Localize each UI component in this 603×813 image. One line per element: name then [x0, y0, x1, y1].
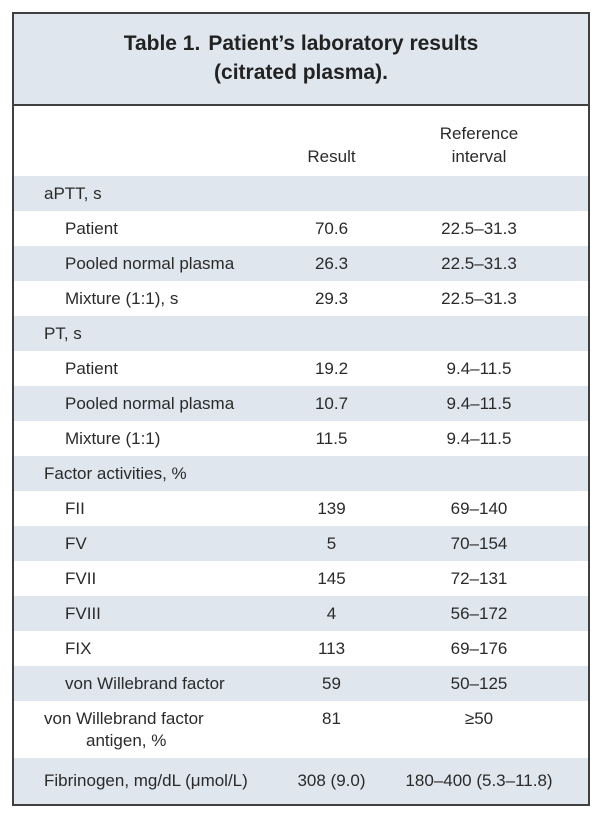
row-reference: 9.4–11.5: [446, 359, 512, 378]
row-reference: 50–125: [450, 674, 508, 693]
table-row: Pooled normal plasma 10.7 9.4–11.5: [14, 386, 588, 421]
row-label-line2: antigen, %: [86, 731, 167, 750]
row-reference: ≥50: [464, 709, 494, 728]
row-label: FII: [65, 499, 85, 518]
table-title-line1: Patient’s laboratory results: [208, 32, 479, 55]
row-label: von Willebrand factor: [65, 674, 225, 693]
row-result: 4: [326, 604, 337, 623]
table-row: FII 139 69–140: [14, 491, 588, 526]
table-frame: Table 1. Patient’s laboratory results (ci…: [12, 12, 590, 806]
table-row: FVII 145 72–131: [14, 561, 588, 596]
row-result: 26.3: [314, 254, 349, 273]
row-label: Factor activities, %: [44, 464, 187, 483]
table-row: FVIII 4 56–172: [14, 596, 588, 631]
table-row: Mixture (1:1), s 29.3 22.5–31.3: [14, 281, 588, 316]
table-row: FV 5 70–154: [14, 526, 588, 561]
row-label: PT, s: [44, 324, 82, 343]
table-row: FIX 113 69–176: [14, 631, 588, 666]
row-result: 145: [317, 569, 346, 588]
column-header-reference-line1: Reference: [439, 124, 519, 143]
row-result: 113: [317, 639, 346, 658]
row-reference: 9.4–11.5: [446, 394, 512, 413]
row-label: aPTT, s: [44, 184, 102, 203]
row-label: Pooled normal plasma: [65, 394, 235, 413]
row-reference: 22.5–31.3: [441, 289, 517, 308]
row-reference: 22.5–31.3: [441, 219, 517, 238]
table-row: von Willebrand factor antigen, % 81 ≥50: [14, 701, 588, 758]
row-label: Mixture (1:1), s: [65, 289, 179, 308]
table-title-line2: (citrated plasma).: [214, 61, 388, 84]
row-reference: 180–400 (5.3–11.8): [405, 771, 553, 790]
row-result: 70.6: [314, 219, 349, 238]
table-row: Mixture (1:1) 11.5 9.4–11.5: [14, 421, 588, 456]
table-row: Fibrinogen, mg/dL (μmol/L) 308 (9.0) 180…: [14, 758, 588, 804]
row-result: 139: [317, 499, 346, 518]
table-row-section-pt: PT, s: [14, 316, 588, 351]
table-number: Table 1.: [123, 32, 201, 55]
column-header-result: Result: [307, 147, 356, 166]
row-reference: 69–140: [450, 499, 508, 518]
row-result: 10.7: [314, 394, 349, 413]
row-reference: 22.5–31.3: [441, 254, 517, 273]
row-result: 59: [322, 674, 341, 693]
row-result: 11.5: [315, 429, 348, 448]
row-reference: 70–154: [450, 534, 508, 553]
table-row: von Willebrand factor 59 50–125: [14, 666, 588, 701]
table-row-section-aptt: aPTT, s: [14, 176, 588, 211]
row-label-line1: von Willebrand factor: [44, 709, 204, 728]
row-label: FV: [65, 534, 87, 553]
row-result: 29.3: [314, 289, 349, 308]
column-header-reference-line2: interval: [451, 147, 507, 166]
table-row: Patient 70.6 22.5–31.3: [14, 211, 588, 246]
row-reference: 56–172: [450, 604, 508, 623]
row-label: FIX: [65, 639, 92, 658]
table-row-section-factor-activities: Factor activities, %: [14, 456, 588, 491]
table-title-box: Table 1. Patient’s laboratory results (ci…: [14, 14, 588, 106]
row-label: Pooled normal plasma: [65, 254, 235, 273]
row-result: 81: [322, 709, 341, 728]
row-result: 308 (9.0): [297, 771, 366, 790]
table-title: Table 1. Patient’s laboratory results: [14, 32, 588, 56]
table-row: Pooled normal plasma 26.3 22.5–31.3: [14, 246, 588, 281]
row-reference: 72–131: [450, 569, 508, 588]
row-label: Patient: [65, 219, 118, 238]
row-label: FVII: [65, 569, 97, 588]
row-result: 5: [326, 534, 337, 553]
row-reference: 69–176: [450, 639, 508, 658]
row-label: FVIII: [65, 604, 101, 623]
row-label: Patient: [65, 359, 118, 378]
row-label: Mixture (1:1): [65, 429, 161, 448]
row-label: Fibrinogen, mg/dL (μmol/L): [44, 771, 248, 790]
table-row: Patient 19.2 9.4–11.5: [14, 351, 588, 386]
row-reference: 9.4–11.5: [446, 429, 512, 448]
row-result: 19.2: [314, 359, 349, 378]
